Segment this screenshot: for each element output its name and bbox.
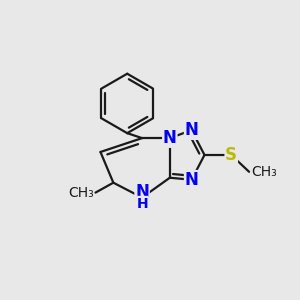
Text: CH₃: CH₃: [251, 165, 277, 179]
Text: H: H: [136, 196, 148, 211]
Text: N: N: [185, 121, 199, 139]
Text: N: N: [135, 183, 149, 201]
Text: CH₃: CH₃: [68, 186, 94, 200]
Text: N: N: [185, 171, 199, 189]
Text: N: N: [163, 129, 177, 147]
Text: S: S: [225, 146, 237, 164]
